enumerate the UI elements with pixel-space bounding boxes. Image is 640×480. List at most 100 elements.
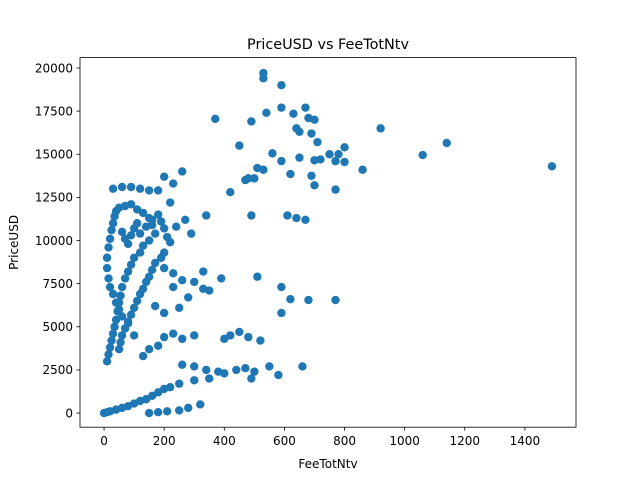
data-point-79	[184, 293, 193, 302]
x-tick-label-1: 200	[153, 434, 176, 448]
data-point-45	[202, 211, 211, 220]
data-points	[99, 68, 557, 418]
data-point-118	[196, 400, 205, 409]
data-point-189	[129, 303, 139, 312]
data-point-147	[150, 229, 160, 238]
data-point-152	[126, 260, 136, 269]
data-point-64	[153, 186, 163, 195]
plot-frame	[79, 57, 577, 428]
data-point-72	[205, 286, 214, 295]
data-point-80	[159, 308, 169, 318]
x-tick-label-5: 1000	[389, 434, 420, 448]
data-point-75	[168, 282, 178, 292]
data-point-31	[334, 150, 343, 159]
data-point-155	[117, 282, 127, 292]
data-point-16	[418, 150, 427, 160]
data-point-102	[205, 374, 214, 383]
chart-title: PriceUSD vs FeeTotNtv	[247, 37, 409, 53]
data-point-48	[159, 172, 169, 181]
data-point-168	[123, 239, 133, 249]
data-point-10	[310, 115, 319, 124]
data-point-123	[144, 408, 154, 418]
data-point-157	[114, 298, 124, 307]
data-point-62	[135, 184, 145, 193]
data-point-163	[105, 343, 115, 352]
data-point-86	[190, 331, 199, 340]
data-point-182	[150, 258, 160, 268]
data-point-39	[307, 171, 316, 180]
data-point-169	[126, 231, 136, 240]
data-point-7	[289, 109, 298, 118]
data-point-29	[325, 150, 334, 159]
data-point-150	[135, 248, 145, 257]
data-point-132	[102, 263, 112, 273]
data-point-195	[114, 345, 124, 354]
data-point-36	[310, 181, 319, 190]
data-point-63	[144, 186, 154, 195]
data-point-74	[178, 275, 187, 285]
x-tick-label-6: 1200	[450, 434, 481, 448]
data-point-83	[235, 327, 244, 337]
data-point-89	[159, 332, 169, 342]
data-point-94	[190, 362, 199, 371]
data-point-177	[159, 224, 169, 233]
x-tick-label-2: 400	[213, 434, 236, 448]
y-tick-label-8: 20000	[35, 61, 73, 75]
data-point-160	[110, 322, 119, 331]
data-point-121	[162, 407, 172, 416]
data-point-101	[247, 374, 256, 383]
data-point-104	[175, 379, 184, 388]
x-tick-label-4: 800	[333, 434, 356, 448]
data-point-30	[331, 156, 340, 166]
data-point-19	[268, 149, 277, 158]
data-point-67	[171, 222, 181, 231]
data-point-136	[107, 225, 116, 235]
data-point-61	[126, 182, 136, 192]
x-axis-ticks: 0 200 400 600 800 1000 1200 1400	[100, 427, 540, 448]
data-point-54	[277, 308, 286, 318]
data-point-171	[132, 219, 142, 228]
data-point-99	[241, 363, 250, 373]
data-point-33	[340, 157, 349, 167]
data-point-6	[277, 103, 286, 112]
data-point-57	[274, 370, 283, 380]
data-point-68	[187, 229, 196, 238]
data-point-44	[301, 215, 310, 224]
data-point-71	[217, 274, 226, 283]
data-point-13	[295, 127, 304, 136]
data-point-41	[247, 211, 256, 220]
data-point-103	[190, 376, 199, 385]
x-tick-label-0: 0	[100, 434, 108, 448]
data-point-60	[117, 182, 127, 192]
data-point-183	[147, 265, 157, 275]
data-point-162	[107, 336, 116, 345]
data-point-100	[250, 367, 259, 376]
data-point-49	[304, 295, 313, 305]
data-point-164	[104, 350, 113, 359]
data-point-43	[292, 213, 301, 223]
data-point-172	[135, 229, 145, 238]
data-point-40	[226, 187, 235, 197]
data-point-26	[295, 153, 304, 162]
data-point-88	[168, 329, 178, 338]
data-point-194	[116, 338, 125, 347]
data-point-176	[156, 217, 166, 226]
data-point-4	[247, 117, 256, 126]
data-point-130	[105, 282, 115, 292]
data-point-11	[307, 129, 316, 138]
data-point-133	[102, 253, 112, 262]
y-axis-ticks: 0 2500 5000 7500 10000 12500 15000 17500 20000	[35, 61, 80, 420]
data-point-175	[153, 210, 163, 219]
data-point-179	[165, 238, 175, 247]
data-point-34	[358, 165, 367, 174]
y-axis-label: PriceUSD	[7, 215, 21, 270]
data-point-3	[211, 114, 220, 124]
data-point-90	[153, 341, 163, 350]
data-point-137	[108, 219, 118, 228]
data-point-58	[265, 362, 274, 371]
data-point-66	[181, 215, 190, 224]
y-tick-label-5: 12500	[35, 191, 73, 205]
data-point-2	[277, 81, 286, 90]
